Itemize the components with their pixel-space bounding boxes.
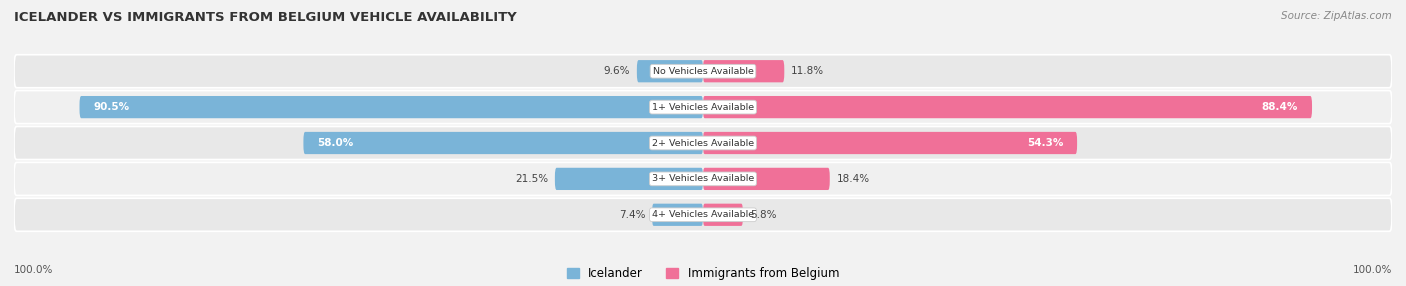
FancyBboxPatch shape — [555, 168, 703, 190]
FancyBboxPatch shape — [652, 204, 703, 226]
FancyBboxPatch shape — [14, 55, 1392, 88]
Text: No Vehicles Available: No Vehicles Available — [652, 67, 754, 76]
Text: Source: ZipAtlas.com: Source: ZipAtlas.com — [1281, 11, 1392, 21]
Text: 3+ Vehicles Available: 3+ Vehicles Available — [652, 174, 754, 183]
Text: 100.0%: 100.0% — [1353, 265, 1392, 275]
FancyBboxPatch shape — [14, 198, 1392, 231]
FancyBboxPatch shape — [703, 60, 785, 82]
Text: 4+ Vehicles Available: 4+ Vehicles Available — [652, 210, 754, 219]
FancyBboxPatch shape — [80, 96, 703, 118]
FancyBboxPatch shape — [703, 132, 1077, 154]
Text: 54.3%: 54.3% — [1026, 138, 1063, 148]
Legend: Icelander, Immigrants from Belgium: Icelander, Immigrants from Belgium — [567, 267, 839, 280]
Text: 9.6%: 9.6% — [603, 66, 630, 76]
Text: 100.0%: 100.0% — [14, 265, 53, 275]
Text: 58.0%: 58.0% — [318, 138, 353, 148]
Text: 21.5%: 21.5% — [515, 174, 548, 184]
FancyBboxPatch shape — [703, 96, 1312, 118]
Text: ICELANDER VS IMMIGRANTS FROM BELGIUM VEHICLE AVAILABILITY: ICELANDER VS IMMIGRANTS FROM BELGIUM VEH… — [14, 11, 517, 24]
FancyBboxPatch shape — [14, 162, 1392, 195]
Text: 1+ Vehicles Available: 1+ Vehicles Available — [652, 103, 754, 112]
Text: 7.4%: 7.4% — [619, 210, 645, 220]
FancyBboxPatch shape — [637, 60, 703, 82]
FancyBboxPatch shape — [304, 132, 703, 154]
Text: 88.4%: 88.4% — [1261, 102, 1298, 112]
FancyBboxPatch shape — [14, 91, 1392, 124]
Text: 2+ Vehicles Available: 2+ Vehicles Available — [652, 138, 754, 148]
FancyBboxPatch shape — [703, 168, 830, 190]
FancyBboxPatch shape — [703, 204, 742, 226]
Text: 5.8%: 5.8% — [749, 210, 776, 220]
Text: 90.5%: 90.5% — [93, 102, 129, 112]
Text: 18.4%: 18.4% — [837, 174, 870, 184]
Text: 11.8%: 11.8% — [792, 66, 824, 76]
FancyBboxPatch shape — [14, 126, 1392, 160]
